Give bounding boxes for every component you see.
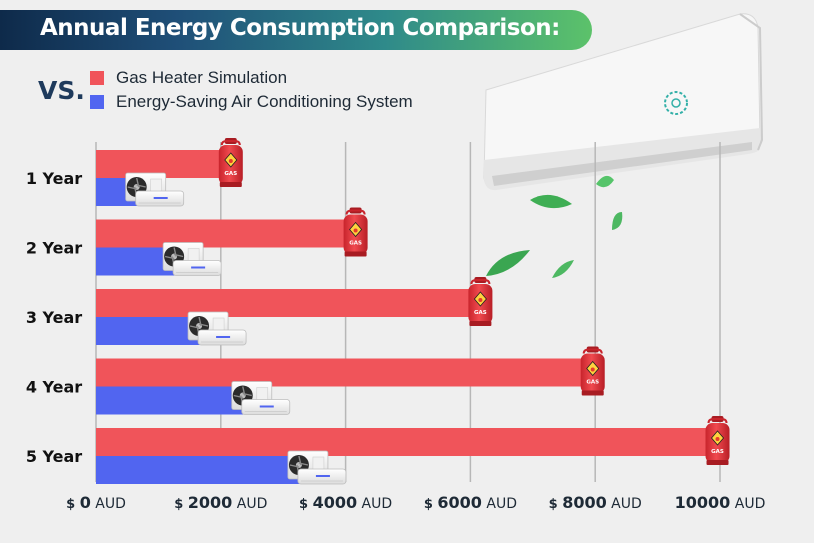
category-label: 2 Year	[26, 239, 82, 258]
category-label: 3 Year	[26, 308, 82, 327]
x-tick-unit: AUD	[730, 496, 765, 512]
bar-air-conditioner	[96, 386, 246, 415]
x-tick-label: $ 6000 AUD	[424, 493, 517, 512]
legend-swatch-ac	[90, 95, 104, 109]
legend-swatch-gas	[90, 71, 104, 85]
gas-cylinder-icon: GAS	[218, 138, 243, 187]
x-tick-unit: AUD	[482, 496, 517, 512]
x-tick-labels: $ 0 AUD $ 2000 AUD $ 4000 AUD $ 6000 AUD $ 8…	[66, 493, 765, 512]
bar-gas-heater	[96, 219, 346, 248]
x-tick-label: $ 8000 AUD	[549, 493, 642, 512]
air-conditioner-icon	[125, 172, 185, 207]
category-labels: 1 Year 2 Year 3 Year 4 Year 5 Year	[26, 169, 82, 466]
legend-item-gas: Gas Heater Simulation	[90, 68, 287, 88]
x-tick-number: 6000	[437, 493, 482, 512]
x-tick-number: 8000	[562, 493, 607, 512]
gas-label: GAS	[349, 241, 362, 247]
gas-cylinder-icon: GAS	[705, 416, 730, 465]
x-tick-number: 4000	[313, 493, 358, 512]
x-tick-symbol: $	[549, 497, 563, 512]
bar-gas-heater	[96, 428, 708, 456]
gas-label: GAS	[711, 449, 724, 455]
gas-label: GAS	[474, 310, 487, 316]
x-tick-label: $ 0 AUD	[66, 493, 126, 512]
title-banner	[0, 10, 592, 50]
x-tick-unit: AUD	[91, 496, 126, 512]
air-conditioner-icon	[162, 242, 222, 276]
x-tick-symbol: $	[424, 497, 438, 512]
x-tick-number: 2000	[188, 493, 233, 512]
leaf-decoration-icon	[486, 175, 623, 278]
x-tick-symbol: $	[174, 497, 188, 512]
gas-label: GAS	[224, 171, 237, 177]
legend-item-ac: Energy-Saving Air Conditioning System	[90, 92, 413, 112]
legend-label-gas: Gas Heater Simulation	[116, 68, 288, 87]
bar-air-conditioner	[96, 456, 302, 484]
bar-gas-heater	[96, 358, 583, 387]
x-tick-unit: AUD	[607, 496, 642, 512]
x-tick-label: $ 4000 AUD	[299, 493, 392, 512]
legend-label-ac: Energy-Saving Air Conditioning System	[116, 92, 413, 111]
x-tick-unit: AUD	[357, 496, 392, 512]
category-label: 4 Year	[26, 378, 82, 397]
x-tick-symbol: $	[66, 497, 80, 512]
bar-gas-heater	[96, 289, 471, 317]
gas-cylinder-icon: GAS	[343, 207, 368, 257]
air-conditioner-icon	[287, 450, 347, 485]
chart-title: Annual Energy Consumption Comparison:	[40, 15, 560, 41]
x-tick-number: 10000	[675, 493, 731, 512]
bar-air-conditioner	[96, 317, 203, 345]
bars-layer	[96, 150, 708, 484]
x-tick-number: 0	[80, 493, 91, 512]
icons-layer: GAS GAS GAS GAS GAS	[125, 138, 730, 485]
air-conditioner-icon	[231, 381, 291, 415]
category-label: 5 Year	[26, 447, 82, 466]
gas-cylinder-icon: GAS	[468, 277, 493, 326]
x-tick-unit: AUD	[232, 496, 267, 512]
vs-label: VS.	[38, 76, 85, 105]
wall-air-conditioner-icon	[483, 13, 764, 191]
x-tick-symbol: $	[299, 497, 313, 512]
x-tick-label: 10000 AUD	[675, 493, 766, 512]
gas-label: GAS	[586, 380, 599, 386]
gas-cylinder-icon: GAS	[580, 346, 605, 396]
x-tick-label: $ 2000 AUD	[174, 493, 267, 512]
category-label: 1 Year	[26, 169, 82, 188]
air-conditioner-icon	[187, 311, 247, 346]
